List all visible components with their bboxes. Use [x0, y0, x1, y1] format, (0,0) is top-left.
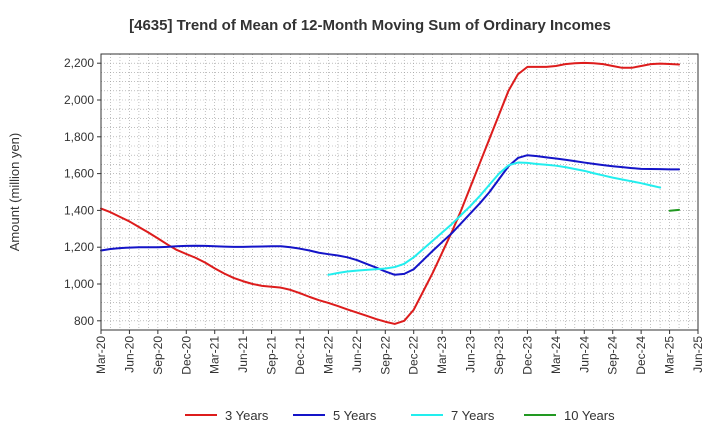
x-tick-label: Jun-25: [691, 336, 705, 373]
y-tick-label: 2,200: [64, 56, 94, 70]
x-axis-ticks: Mar-20 Jun-20 Sep-20 Dec-20 Mar-21 Jun-21 Sep-…: [94, 330, 705, 375]
x-tick-label: Dec-22: [407, 336, 421, 375]
y-tick-label: 1,200: [64, 240, 94, 254]
plot-frame: [100, 53, 699, 331]
legend: 3 Years 5 Years 7 Years 10 Years: [185, 408, 615, 423]
x-tick-label: Dec-21: [293, 336, 307, 375]
x-tick-label: Jun-24: [577, 336, 591, 373]
x-tick-label: Jun-21: [236, 336, 250, 373]
y-axis-label: Amount (million yen): [7, 133, 22, 252]
series-lines: [100, 61, 681, 325]
x-tick-label: Sep-23: [492, 336, 506, 375]
y-axis-ticks: 800 1,000 1,200 1,400 1,600 1,800 2,000 2,200: [64, 56, 101, 328]
x-tick-label: Sep-24: [606, 336, 620, 375]
grid: [100, 53, 699, 331]
series-line-7-years: [327, 161, 662, 276]
legend-label: 5 Years: [333, 408, 377, 423]
series-line-3-years: [100, 61, 681, 325]
x-tick-label: Mar-23: [435, 336, 449, 374]
chart-title: [4635] Trend of Mean of 12-Month Moving …: [129, 17, 611, 34]
y-tick-label: 800: [74, 314, 94, 328]
x-tick-label: Dec-20: [179, 336, 193, 375]
y-tick-label: 1,800: [64, 130, 94, 144]
legend-label: 7 Years: [451, 408, 495, 423]
series-line-10-years: [668, 208, 681, 212]
x-tick-label: Sep-22: [378, 336, 392, 375]
x-tick-label: Dec-24: [634, 336, 648, 375]
y-tick-label: 2,000: [64, 93, 94, 107]
x-tick-label: Jun-23: [464, 336, 478, 373]
x-tick-label: Dec-23: [520, 336, 534, 375]
x-tick-label: Sep-20: [151, 336, 165, 375]
x-tick-label: Jun-22: [350, 336, 364, 373]
x-tick-label: Mar-20: [94, 336, 108, 374]
x-tick-label: Mar-22: [321, 336, 335, 374]
x-tick-label: Mar-21: [208, 336, 222, 374]
x-tick-label: Jun-20: [122, 336, 136, 373]
legend-label: 3 Years: [225, 408, 269, 423]
x-tick-label: Sep-21: [265, 336, 279, 375]
x-tick-label: Mar-24: [549, 336, 563, 374]
x-tick-label: Mar-25: [663, 336, 677, 374]
y-tick-label: 1,400: [64, 203, 94, 217]
y-tick-label: 1,600: [64, 167, 94, 181]
legend-label: 10 Years: [564, 408, 615, 423]
y-tick-label: 1,000: [64, 277, 94, 291]
series-line-5-years: [100, 154, 681, 276]
